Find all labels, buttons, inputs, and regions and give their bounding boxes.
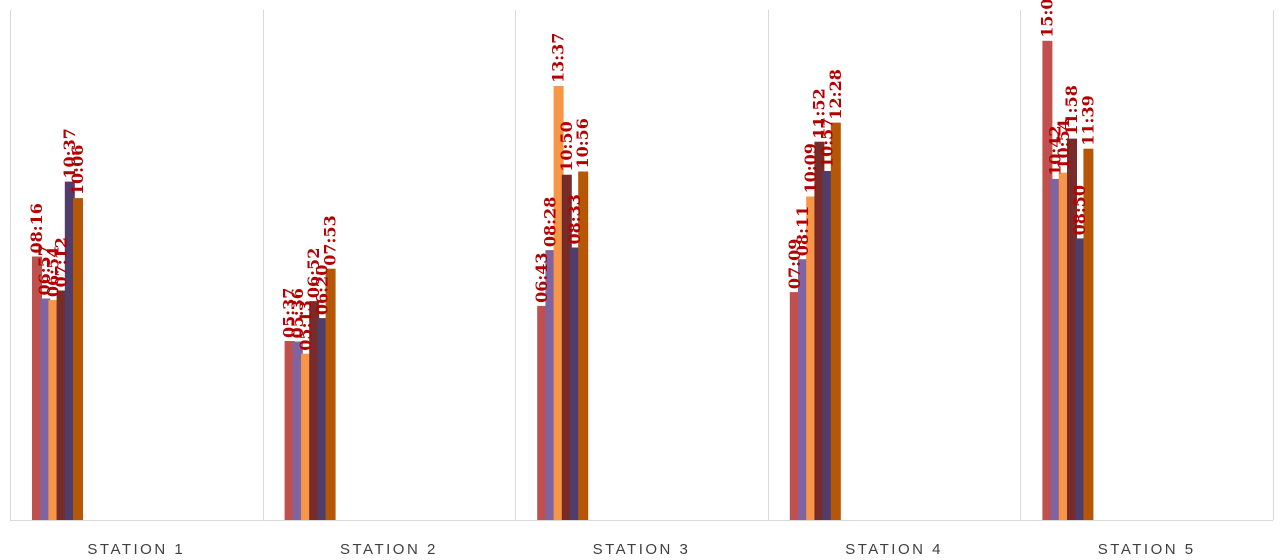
- bar: [1075, 238, 1086, 520]
- data-label: 08:33: [565, 194, 584, 244]
- bar: [570, 247, 580, 520]
- category-label: STATION 3: [593, 541, 691, 558]
- bar: [292, 341, 303, 520]
- bar: [317, 318, 328, 520]
- data-label: 08:28: [540, 197, 559, 247]
- category-label: STATION 1: [87, 541, 185, 558]
- data-label: 11:52: [809, 88, 828, 138]
- bar: [1042, 40, 1053, 521]
- bar: [48, 300, 59, 520]
- data-label: 10:37: [60, 128, 79, 178]
- bar: [814, 141, 825, 520]
- bar: [325, 268, 336, 520]
- bar: [789, 292, 800, 520]
- data-label: 06:43: [532, 252, 551, 302]
- data-label: 08:50: [1070, 185, 1089, 235]
- data-label: 06:20: [312, 265, 331, 315]
- data-label: 15:02: [1037, 0, 1056, 38]
- bar: [1050, 178, 1061, 520]
- category-separators: [10, 10, 1274, 520]
- data-label: 07:09: [785, 239, 804, 289]
- bar: [553, 86, 564, 520]
- data-label: 10:06: [68, 145, 87, 195]
- bar: [40, 298, 51, 520]
- bar: [545, 250, 556, 520]
- bars-group: [32, 40, 1094, 521]
- category-label: STATION 5: [1098, 541, 1196, 558]
- category-label: STATION 2: [340, 541, 438, 558]
- data-label: 10:54: [1054, 119, 1073, 169]
- data-label: 07:53: [321, 215, 340, 265]
- data-label: 10:42: [1046, 125, 1065, 175]
- data-label: 06:57: [35, 245, 54, 295]
- category-labels-group: STATION 1 STATION 2 STATION 3 STATION 4 STAT…: [87, 541, 1196, 558]
- bar: [284, 341, 295, 520]
- data-label: 06:52: [304, 248, 323, 298]
- bar: [798, 259, 808, 520]
- data-label: 06:54: [43, 247, 62, 297]
- bar: [830, 122, 841, 520]
- data-label: 05:13: [296, 300, 315, 350]
- bar: [32, 256, 42, 520]
- bar: [64, 181, 75, 520]
- bar: [1058, 172, 1069, 520]
- data-label: 10:50: [557, 121, 576, 171]
- data-label: 05:36: [288, 288, 307, 338]
- bar: [537, 305, 548, 520]
- bar: [578, 171, 589, 520]
- data-label: 11:58: [1062, 85, 1081, 135]
- bar: [309, 301, 320, 520]
- bar: [561, 174, 572, 520]
- category-label: STATION 4: [845, 541, 943, 558]
- data-label: 08:11: [793, 206, 812, 256]
- bar: [822, 171, 833, 520]
- bar: [73, 198, 83, 520]
- bar: [301, 353, 311, 520]
- data-label: 08:16: [27, 203, 46, 253]
- data-label: 07:12: [52, 237, 71, 287]
- bar: [56, 290, 67, 520]
- bar: [806, 196, 817, 520]
- data-label: 12:28: [826, 69, 845, 119]
- data-label: 13:37: [549, 33, 568, 83]
- data-label: 05:37: [280, 288, 299, 338]
- data-label: 10:09: [801, 143, 820, 193]
- data-label: 10:57: [818, 118, 837, 168]
- data-label: 10:56: [573, 118, 592, 168]
- data-label: 11:39: [1078, 95, 1097, 145]
- bar: [1067, 138, 1077, 520]
- bar: [1083, 148, 1094, 520]
